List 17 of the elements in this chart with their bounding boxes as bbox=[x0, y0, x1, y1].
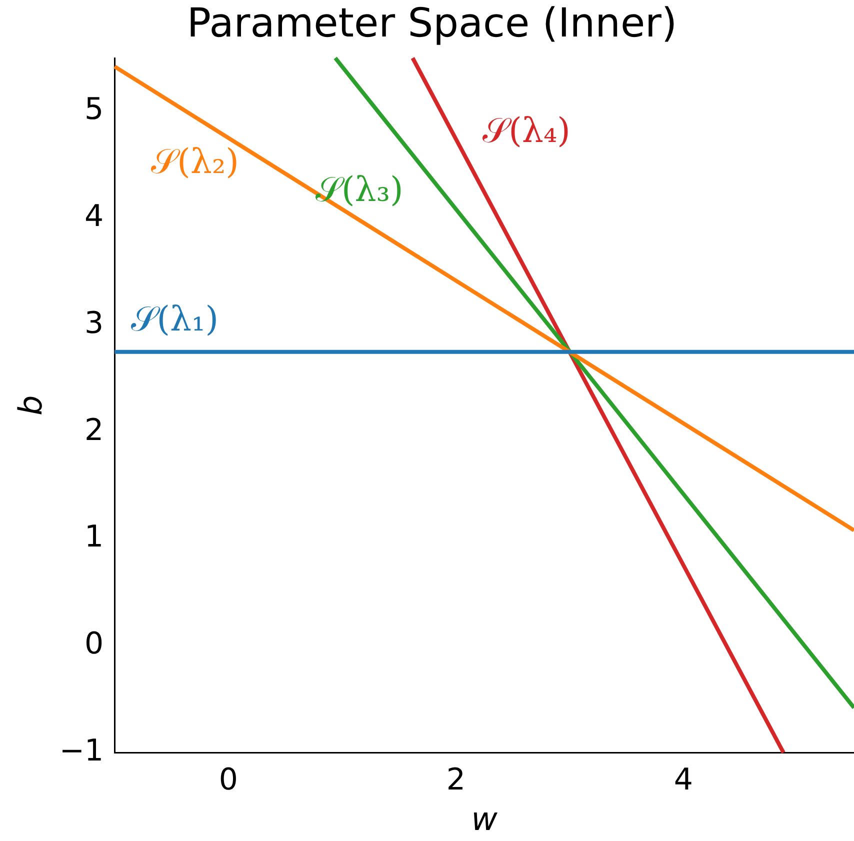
x-tick-label: 0 bbox=[218, 762, 238, 798]
y-tick-label: 4 bbox=[84, 199, 104, 234]
y-tick-label: −1 bbox=[59, 733, 104, 768]
series-label: 𝒮(λ₄) bbox=[482, 111, 570, 152]
y-axis-title: b bbox=[12, 395, 50, 416]
y-tick-label: 1 bbox=[84, 520, 104, 555]
series-label: 𝒮(λ₂) bbox=[151, 142, 239, 182]
y-tick-label: 5 bbox=[84, 92, 104, 128]
y-tick-label: 3 bbox=[84, 306, 104, 341]
chart-title: Parameter Space (Inner) bbox=[186, 0, 678, 46]
y-tick-label: 2 bbox=[84, 412, 104, 448]
series-label: 𝒮(λ₃) bbox=[316, 170, 404, 210]
x-tick-label: 4 bbox=[674, 762, 693, 798]
x-tick-label: 2 bbox=[446, 762, 466, 798]
series-label: 𝒮(λ₁) bbox=[130, 300, 218, 340]
x-axis-title: w bbox=[471, 800, 498, 838]
y-tick-label: 0 bbox=[84, 626, 104, 662]
